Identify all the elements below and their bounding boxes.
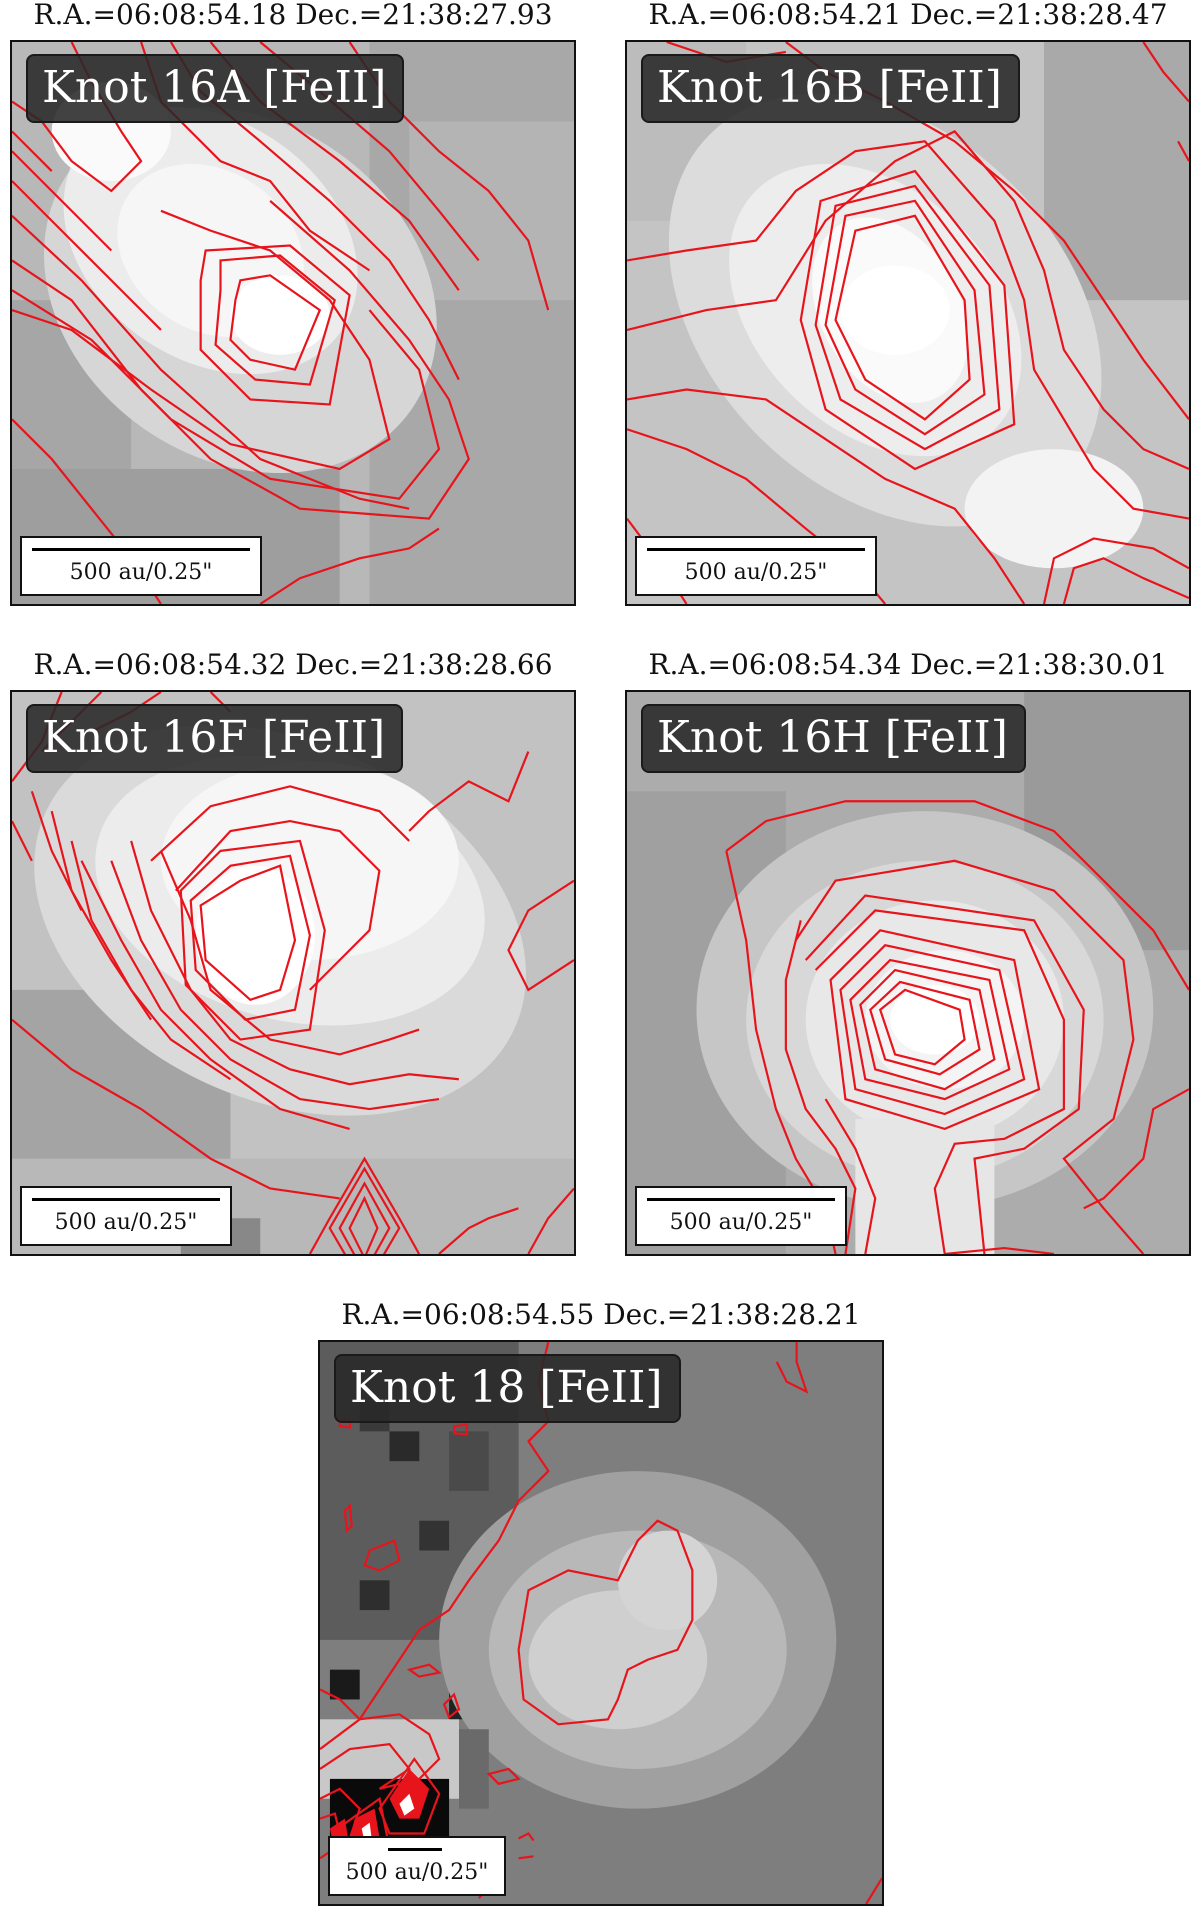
knot-16h-image: [627, 692, 1189, 1254]
scale-bar-box: 500 au/0.25": [20, 1186, 232, 1246]
image-panel-knot-16a: Knot 16A [FeII] 500 au/0.25": [10, 40, 576, 606]
scale-bar: [647, 548, 865, 551]
scale-bar-label: 500 au/0.25": [669, 1210, 813, 1235]
knot-16a-image: [12, 42, 574, 604]
scale-bar: [32, 1198, 220, 1201]
scale-bar: [647, 1198, 835, 1201]
panel-title: Knot 16A [FeII]: [26, 54, 405, 123]
image-panel-knot-16f: Knot 16F [FeII] 500 au/0.25": [10, 690, 576, 1256]
panel-coordinates: R.A.=06:08:54.55 Dec.=21:38:28.21: [341, 1298, 861, 1331]
scale-bar-box: 500 au/0.25": [20, 536, 262, 596]
knot-16f-image: [12, 692, 574, 1254]
scale-bar: [32, 548, 250, 551]
image-panel-knot-16h: Knot 16H [FeII] 500 au/0.25": [625, 690, 1191, 1256]
scale-bar-box: 500 au/0.25": [635, 536, 877, 596]
panel-title: Knot 16B [FeII]: [641, 54, 1020, 123]
scale-bar-label: 500 au/0.25": [69, 560, 213, 585]
panel-coordinates: R.A.=06:08:54.18 Dec.=21:38:27.93: [33, 0, 553, 31]
scale-bar-label: 500 au/0.25": [345, 1860, 489, 1885]
knot-18-image: [320, 1342, 882, 1904]
panel-coordinates: R.A.=06:08:54.34 Dec.=21:38:30.01: [648, 648, 1168, 681]
scale-bar: [388, 1848, 442, 1851]
scale-bar-box: 500 au/0.25": [328, 1836, 506, 1896]
image-panel-knot-16b: Knot 16B [FeII] 500 au/0.25": [625, 40, 1191, 606]
panel-title: Knot 16F [FeII]: [26, 704, 404, 773]
panel-coordinates: R.A.=06:08:54.21 Dec.=21:38:28.47: [648, 0, 1168, 31]
panel-coordinates: R.A.=06:08:54.32 Dec.=21:38:28.66: [33, 648, 553, 681]
scale-bar-label: 500 au/0.25": [54, 1210, 198, 1235]
panel-title: Knot 16H [FeII]: [641, 704, 1026, 773]
panel-title: Knot 18 [FeII]: [334, 1354, 681, 1423]
knot-16b-image: [627, 42, 1189, 604]
scale-bar-box: 500 au/0.25": [635, 1186, 847, 1246]
image-panel-knot-18: Knot 18 [FeII] 500 au/0.25": [318, 1340, 884, 1906]
scale-bar-label: 500 au/0.25": [684, 560, 828, 585]
